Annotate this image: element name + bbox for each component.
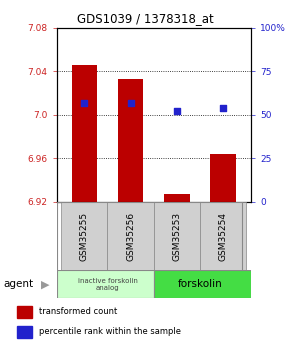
Text: GDS1039 / 1378318_at: GDS1039 / 1378318_at	[77, 12, 213, 25]
Bar	[57, 270, 154, 298]
Text: transformed count: transformed count	[39, 307, 117, 316]
Bar	[107, 202, 154, 271]
Bar	[17, 306, 32, 318]
Text: GSM35253: GSM35253	[172, 212, 181, 261]
Bar	[200, 202, 246, 271]
Text: GSM35255: GSM35255	[80, 212, 89, 261]
Bar	[164, 194, 190, 202]
Bar	[154, 270, 251, 298]
Text: percentile rank within the sample: percentile rank within the sample	[39, 327, 181, 336]
Point	[128, 100, 133, 105]
Point	[82, 100, 87, 105]
Text: forskolin: forskolin	[177, 279, 222, 289]
Bar	[61, 202, 107, 271]
Text: agent: agent	[3, 279, 33, 289]
Text: GSM35256: GSM35256	[126, 212, 135, 261]
Point	[175, 108, 179, 114]
Text: ▶: ▶	[41, 279, 49, 289]
Text: inactive forskolin
analog: inactive forskolin analog	[77, 278, 137, 291]
Bar	[17, 326, 32, 337]
Text: GSM35254: GSM35254	[219, 212, 228, 261]
Bar	[118, 79, 143, 202]
Point	[221, 105, 225, 110]
Bar	[210, 154, 236, 202]
Bar	[154, 202, 200, 271]
Bar	[72, 65, 97, 202]
